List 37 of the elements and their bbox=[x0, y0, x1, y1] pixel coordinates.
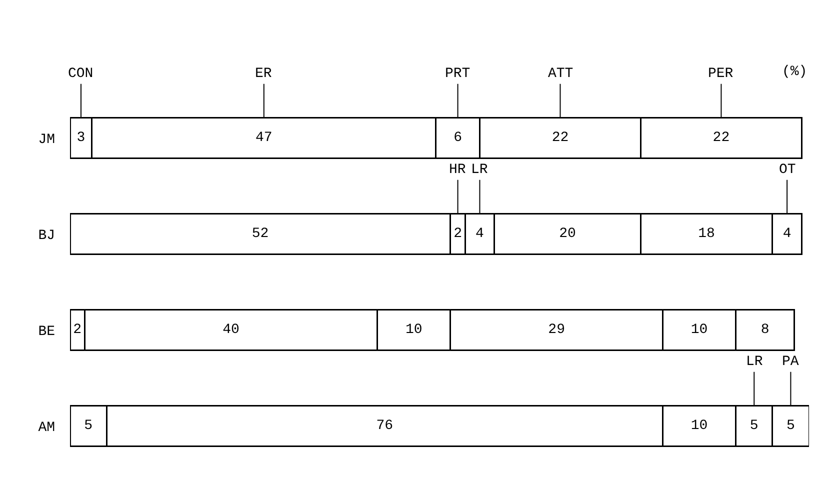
data-label: 29 bbox=[548, 322, 565, 338]
data-label: 3 bbox=[76, 130, 86, 146]
data-label: 4 bbox=[782, 226, 792, 242]
text: PA bbox=[782, 354, 800, 370]
data-label: 22 bbox=[712, 130, 730, 146]
text: PRT bbox=[445, 66, 470, 82]
y-tick-label: AM bbox=[38, 420, 55, 436]
data-label: 4 bbox=[476, 226, 484, 242]
y-tick-label: BJ bbox=[38, 228, 55, 244]
text: ATT bbox=[548, 66, 574, 82]
data-label: 10 bbox=[690, 418, 708, 434]
data-label: 47 bbox=[255, 130, 272, 146]
text: ER bbox=[255, 66, 272, 82]
y-tick-label: BE bbox=[38, 324, 55, 340]
text: PER bbox=[708, 66, 734, 82]
data-label: 5 bbox=[786, 418, 795, 434]
text: OT bbox=[779, 162, 796, 178]
data-label: 18 bbox=[698, 226, 715, 242]
data-label: 5 bbox=[84, 418, 92, 434]
data-label: 40 bbox=[222, 322, 240, 338]
data-label: 22 bbox=[552, 130, 569, 146]
text: (%) bbox=[782, 64, 808, 80]
y-tick-label: JM bbox=[38, 132, 55, 148]
data-label: 52 bbox=[252, 226, 269, 242]
data-label: 10 bbox=[690, 322, 708, 338]
data-label: 10 bbox=[405, 322, 422, 338]
text: LR bbox=[746, 354, 764, 370]
data-label: 20 bbox=[559, 226, 576, 242]
data-label: 5 bbox=[750, 418, 758, 434]
data-label: 76 bbox=[376, 418, 394, 434]
text: LR bbox=[471, 162, 488, 178]
data-label: 8 bbox=[760, 322, 770, 338]
data-label: 2 bbox=[73, 322, 82, 338]
text: HR bbox=[449, 162, 466, 178]
text: CON bbox=[68, 66, 94, 82]
data-label: 6 bbox=[454, 130, 462, 146]
data-label: 2 bbox=[454, 226, 462, 242]
